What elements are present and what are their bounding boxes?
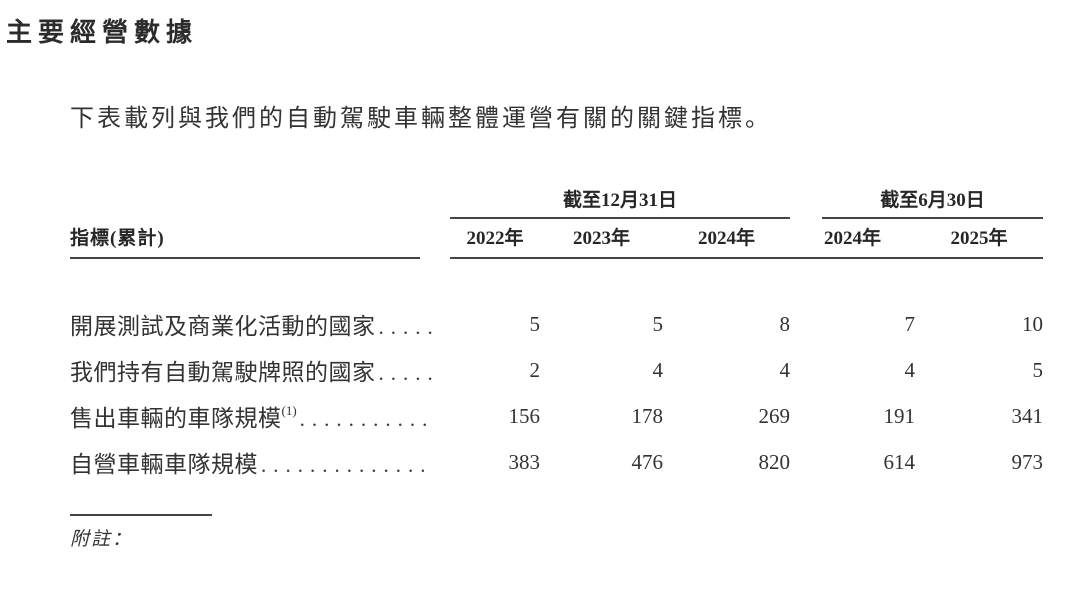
year-column-2025-h1: 2025年 <box>915 219 1044 259</box>
metric-value: 269 <box>758 403 791 428</box>
metric-label: 開展測試及商業化活動的國家..... <box>70 314 440 339</box>
document-page: 主要經營數據 下表載列與我們的自動駕駛車輛整體運營有關的關鍵指標。 截至12月3… <box>0 18 1080 551</box>
row-header-cell: 指標(累計) <box>70 219 450 259</box>
metric-value: 191 <box>883 403 916 428</box>
year-header-row: 指標(累計) 2022年 2023年 2024年 2024年 2025年 <box>70 219 1044 259</box>
row-header-label: 指標(累計) <box>70 223 420 259</box>
column-group-jun30: 截至6月30日 <box>790 185 1044 219</box>
metric-value: 2 <box>529 357 541 382</box>
metric-value: 4 <box>779 357 791 382</box>
group-header-spacer <box>70 185 450 219</box>
table-spacer <box>70 259 1043 301</box>
leader-dots: ..... <box>378 361 440 385</box>
metric-value: 5 <box>1032 357 1044 382</box>
metric-value: 973 <box>1011 449 1044 474</box>
year-column-2022: 2022年 <box>450 219 540 259</box>
intro-paragraph: 下表載列與我們的自動駕駛車輛整體運營有關的關鍵指標。 <box>70 106 772 132</box>
metric-value: 5 <box>529 311 541 336</box>
metric-value: 4 <box>904 357 916 382</box>
metric-value: 8 <box>779 311 791 336</box>
metric-row-fleet-sold: 售出車輛的車隊規模(1)........... 156 178 269 191 … <box>70 393 1043 439</box>
year-column-2024: 2024年 <box>663 219 791 259</box>
metric-value: 341 <box>1011 403 1044 428</box>
footnote-label: 附註： <box>70 529 134 550</box>
key-metrics-table: 截至12月31日 截至6月30日 指標(累計) 2022年 2023年 2024… <box>70 185 1044 485</box>
metric-value: 156 <box>508 403 541 428</box>
leader-dots: ........... <box>299 407 435 431</box>
metric-value: 476 <box>631 449 664 474</box>
leader-dots: .............. <box>261 453 433 477</box>
footnote-divider <box>70 514 212 516</box>
metric-row-countries-testing: 開展測試及商業化活動的國家..... 5 5 8 7 10 <box>70 301 1043 347</box>
metric-label: 售出車輛的車隊規模(1)........... <box>70 403 435 431</box>
metric-value: 383 <box>508 449 541 474</box>
metric-value: 10 <box>1022 311 1044 336</box>
page-title: 主要經營數據 <box>6 17 199 47</box>
year-column-2023: 2023年 <box>540 219 663 259</box>
leader-dots: ..... <box>378 315 440 339</box>
metric-value: 820 <box>758 449 791 474</box>
column-group-dec31: 截至12月31日 <box>450 185 791 219</box>
metric-value: 5 <box>652 311 664 336</box>
metric-row-countries-licenses: 我們持有自動駕駛牌照的國家..... 2 4 4 4 5 <box>70 347 1043 393</box>
footnote-marker: (1) <box>281 403 297 419</box>
year-column-2024-h1: 2024年 <box>790 219 916 259</box>
metric-value: 178 <box>631 403 664 428</box>
metric-label: 我們持有自動駕駛牌照的國家..... <box>70 360 440 385</box>
metric-label: 自營車輛車隊規模.............. <box>70 452 433 477</box>
metric-value: 614 <box>883 449 916 474</box>
metric-row-fleet-self-operated: 自營車輛車隊規模.............. 383 476 820 614 9… <box>70 439 1043 485</box>
column-group-header-row: 截至12月31日 截至6月30日 <box>70 185 1044 219</box>
metric-value: 4 <box>652 357 664 382</box>
metric-value: 7 <box>904 311 916 336</box>
